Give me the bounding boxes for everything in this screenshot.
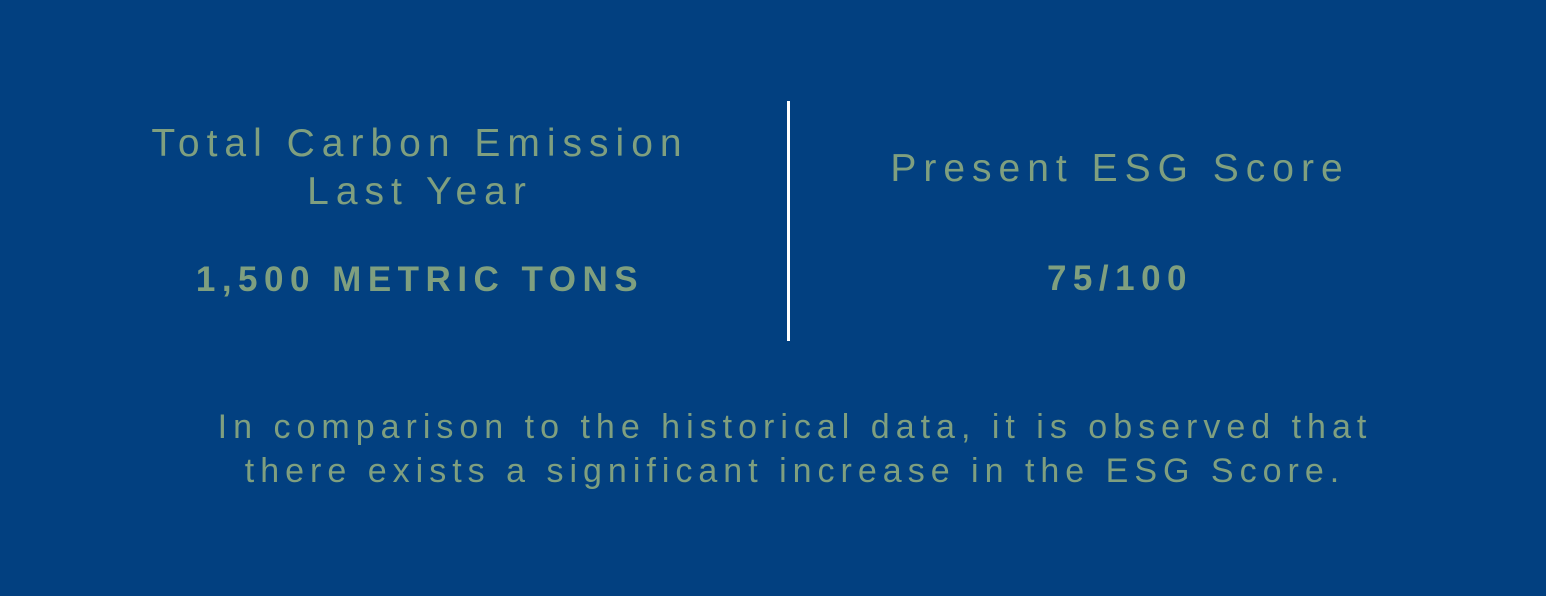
esg-score-value: 75/100: [1046, 259, 1194, 298]
vertical-divider: [787, 101, 790, 341]
carbon-emission-value: 1,500 METRIC TONS: [195, 260, 645, 299]
carbon-emission-label: Total Carbon Emission Last Year: [151, 122, 689, 213]
esg-score-metric: Present ESG Score 75/100: [860, 145, 1380, 299]
comparison-note: In comparison to the historical data, it…: [217, 408, 1373, 490]
carbon-emission-metric: Total Carbon Emission Last Year 1,500 ME…: [130, 120, 710, 300]
esg-score-label: Present ESG Score: [890, 147, 1350, 190]
